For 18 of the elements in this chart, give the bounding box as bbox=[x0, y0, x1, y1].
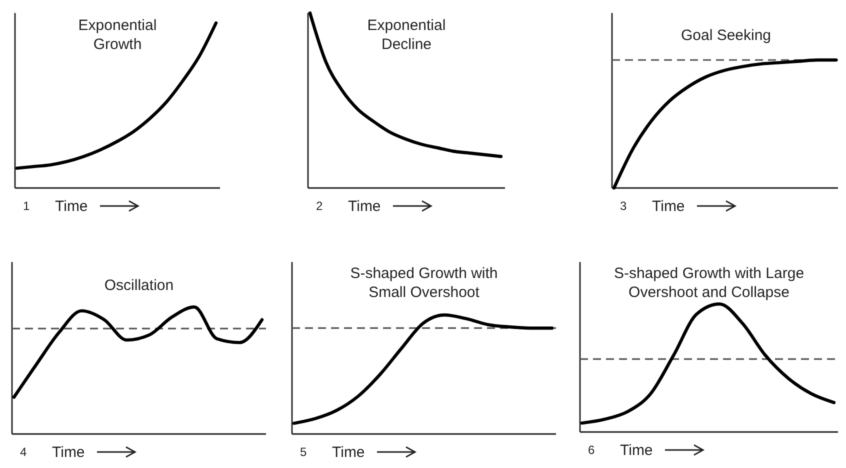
text: Exponential Decline bbox=[367, 17, 446, 53]
text: 2 bbox=[316, 199, 323, 213]
chart-title: Exponential Growth bbox=[78, 17, 157, 53]
chart-title: S-shaped Growth with Large Overshoot and Collapse bbox=[614, 265, 804, 301]
text: 1 bbox=[23, 199, 30, 213]
text: 3 bbox=[620, 199, 627, 213]
text: 6 bbox=[588, 443, 595, 457]
x-axis-title: Time bbox=[52, 444, 85, 461]
text: 4 bbox=[20, 445, 27, 459]
text: 5 bbox=[300, 445, 307, 459]
x-axis-title: Time bbox=[620, 442, 653, 459]
chart-title: Goal Seeking bbox=[680, 27, 772, 44]
x-axis-title: Time bbox=[332, 444, 365, 461]
x-axis-title: Time bbox=[55, 198, 88, 215]
x-axis-title: Time bbox=[348, 198, 381, 215]
chart-title: S-shaped Growth with Small Overshoot bbox=[350, 265, 498, 301]
x-axis-title: Time bbox=[652, 198, 685, 215]
chart-title: Oscillation bbox=[104, 277, 174, 294]
